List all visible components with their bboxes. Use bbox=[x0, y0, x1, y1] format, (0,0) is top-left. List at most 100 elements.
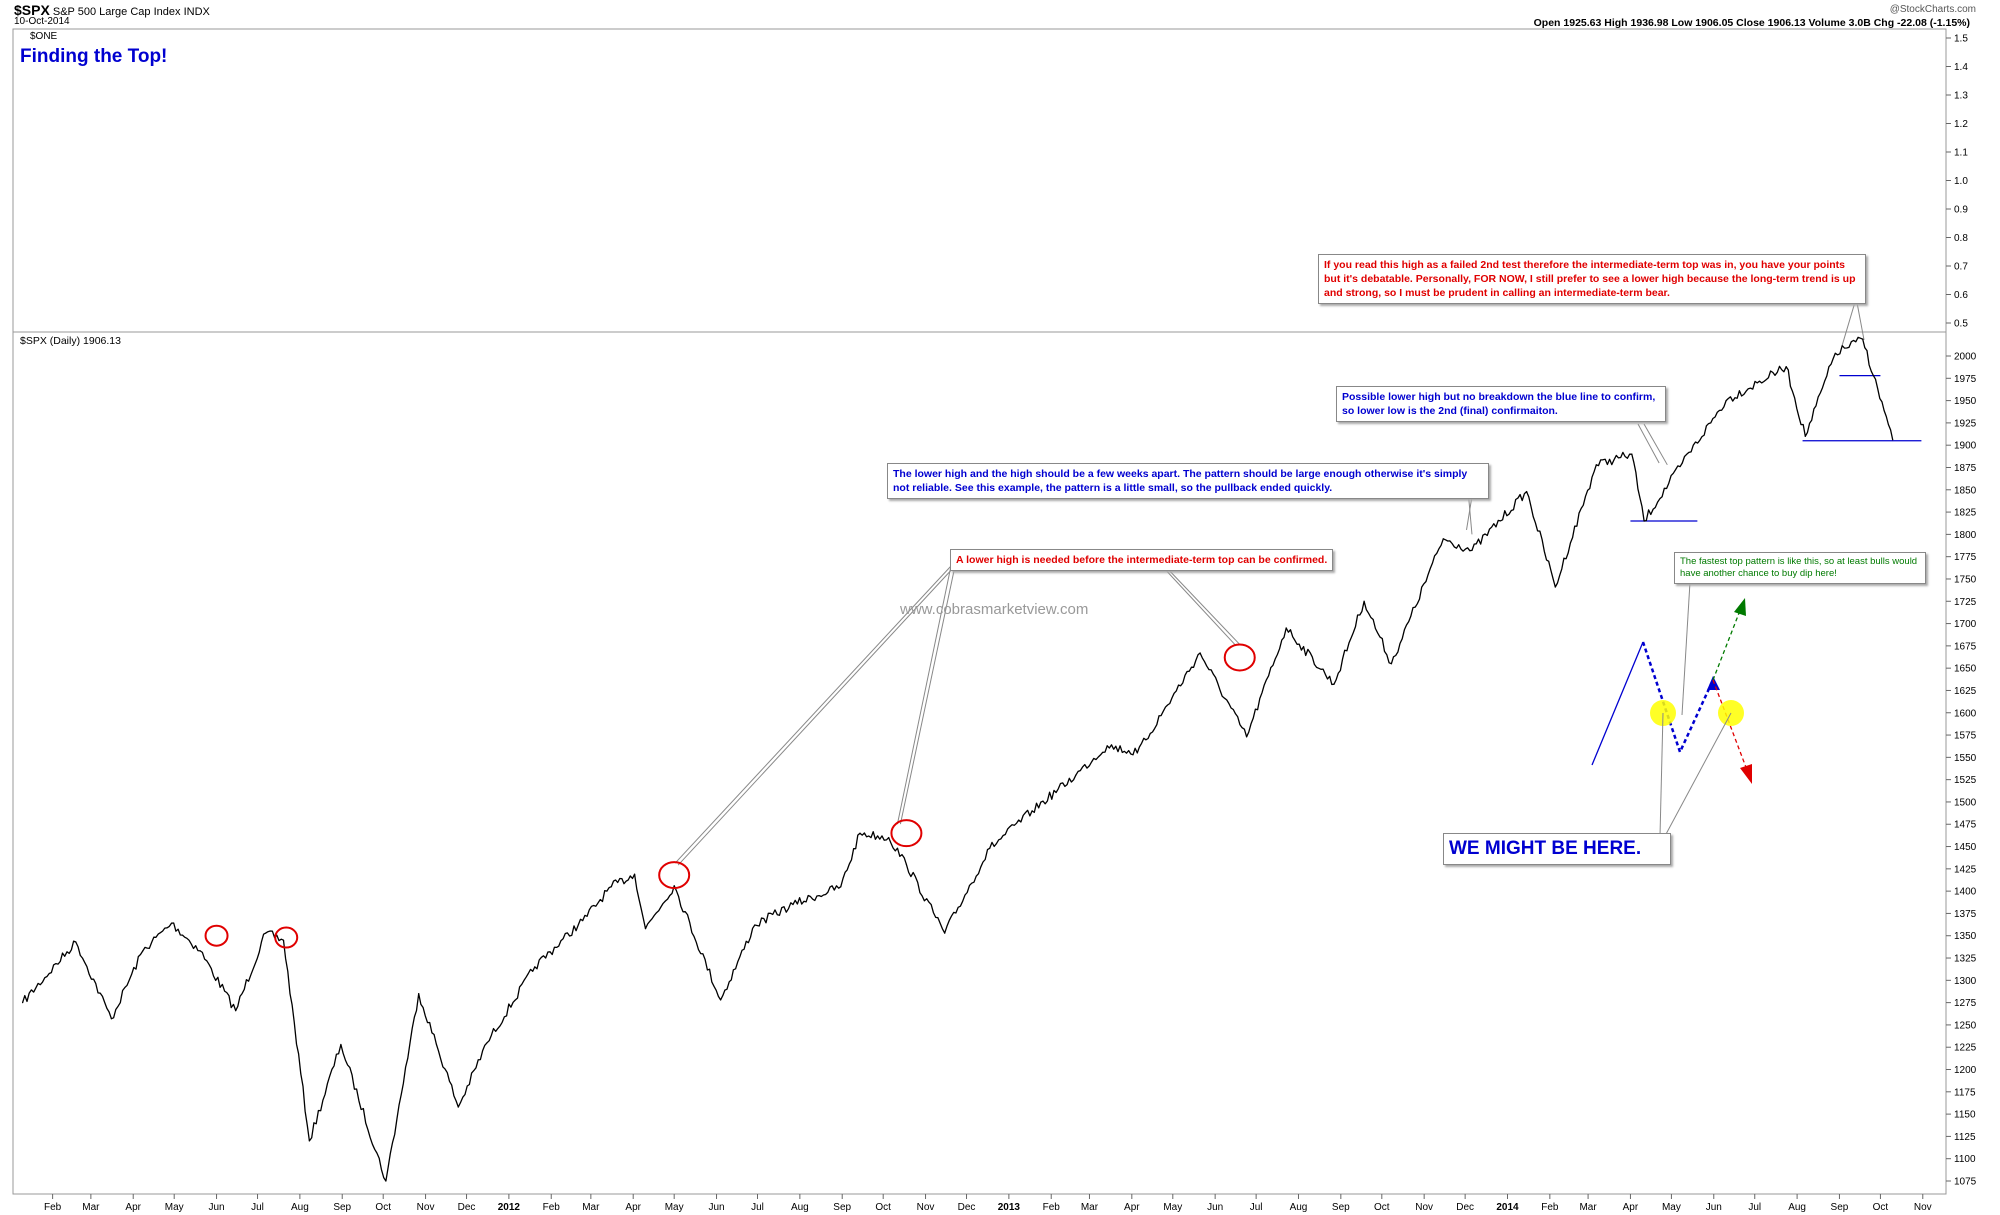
y-tick-label: 1700 bbox=[1954, 619, 1977, 630]
y-tick-label: 1225 bbox=[1954, 1043, 1977, 1054]
y-tick-label: 1475 bbox=[1954, 820, 1977, 831]
x-tick-label: 2014 bbox=[1496, 1202, 1519, 1213]
x-tick-label: Apr bbox=[1623, 1202, 1639, 1213]
price-point bbox=[634, 873, 636, 875]
top-y-tick-label: 1.3 bbox=[1954, 91, 1968, 102]
y-tick-label: 1525 bbox=[1954, 775, 1977, 786]
y-tick-label: 2000 bbox=[1954, 352, 1977, 363]
price-panel bbox=[12, 331, 1947, 1195]
y-tick-label: 1950 bbox=[1954, 396, 1977, 407]
x-tick-label: Apr bbox=[125, 1202, 141, 1213]
price-point bbox=[1199, 652, 1201, 654]
price-point bbox=[1785, 366, 1787, 368]
y-tick-label: 1125 bbox=[1954, 1132, 1976, 1143]
leader-line bbox=[1161, 565, 1237, 646]
top-y-tick-label: 1.2 bbox=[1954, 119, 1968, 130]
y-tick-label: 1875 bbox=[1954, 463, 1977, 474]
price-point bbox=[840, 886, 842, 888]
price-point bbox=[989, 847, 991, 849]
y-tick-label: 1550 bbox=[1954, 753, 1977, 764]
price-point bbox=[754, 924, 756, 926]
y-tick-label: 1675 bbox=[1954, 641, 1977, 652]
x-tick-label: Mar bbox=[1579, 1202, 1597, 1213]
x-tick-label: Nov bbox=[1914, 1202, 1932, 1213]
x-tick-label: Mar bbox=[82, 1202, 100, 1213]
leader-line bbox=[1643, 423, 1668, 466]
x-tick-label: Oct bbox=[875, 1202, 891, 1213]
price-point bbox=[199, 950, 201, 952]
price-point bbox=[340, 1043, 342, 1046]
sketch-rally-line bbox=[1591, 641, 1644, 766]
leader-line bbox=[1637, 423, 1660, 464]
x-tick-label: 2013 bbox=[998, 1202, 1021, 1213]
y-tick-label: 1750 bbox=[1954, 574, 1977, 585]
x-tick-label: Aug bbox=[791, 1202, 809, 1213]
price-point bbox=[1681, 462, 1683, 464]
leader-line bbox=[1164, 565, 1241, 645]
y-tick-label: 1400 bbox=[1954, 887, 1977, 898]
marker-circle bbox=[1223, 643, 1256, 672]
y-tick-label: 1425 bbox=[1954, 864, 1977, 875]
support-lines bbox=[1630, 374, 1922, 522]
price-point bbox=[1834, 352, 1836, 354]
x-tick-label: May bbox=[1163, 1202, 1182, 1213]
x-tick-label: Nov bbox=[1415, 1202, 1433, 1213]
scenario-sketch bbox=[1591, 581, 1752, 837]
price-point bbox=[1031, 810, 1033, 812]
symbol: $SPX bbox=[14, 2, 50, 18]
price-point bbox=[142, 950, 144, 952]
y-axis-ticks: 1075 1100 1125 1150 1175 1200 1225 1250 1275 1300… bbox=[1946, 352, 1977, 1188]
x-tick-label: Jun bbox=[1207, 1202, 1223, 1213]
x-tick-label: Mar bbox=[582, 1202, 600, 1213]
x-tick-label: Sep bbox=[1831, 1202, 1849, 1213]
top-y-tick-label: 0.5 bbox=[1954, 319, 1968, 330]
y-tick-label: 1350 bbox=[1954, 931, 1977, 942]
price-point bbox=[644, 928, 647, 930]
price-point bbox=[457, 1106, 459, 1108]
x-tick-label: Oct bbox=[375, 1202, 391, 1213]
price-point bbox=[235, 1010, 237, 1012]
y-tick-label: 1900 bbox=[1954, 441, 1977, 452]
price-point bbox=[75, 941, 77, 943]
price-point bbox=[1554, 586, 1556, 588]
y-tick-label: 1300 bbox=[1954, 976, 1977, 987]
ohlc-line: Open 1925.63 High 1936.98 Low 1906.05 Cl… bbox=[1533, 17, 1970, 29]
sketch-down-arrowhead bbox=[1740, 764, 1752, 784]
y-tick-label: 1975 bbox=[1954, 374, 1977, 385]
price-point bbox=[673, 885, 675, 887]
price-point bbox=[720, 999, 722, 1001]
symbol-header: $SPX S&P 500 Large Cap Index INDX bbox=[14, 2, 210, 18]
price-panel-label: $SPX (Daily) 1906.13 bbox=[20, 335, 121, 347]
page-title: Finding the Top! bbox=[20, 46, 168, 67]
x-tick-label: Jun bbox=[708, 1202, 724, 1213]
x-axis-ticks: Feb Mar Apr May Jun Jul Aug Sep Oct Nov Dec 2012 Feb… bbox=[44, 1194, 1932, 1213]
x-tick-label: Feb bbox=[44, 1202, 62, 1213]
price-point bbox=[1804, 435, 1806, 437]
symbol-name: S&P 500 Large Cap Index bbox=[52, 6, 181, 18]
x-tick-label: May bbox=[665, 1202, 684, 1213]
y-tick-label: 1375 bbox=[1954, 909, 1977, 920]
price-point bbox=[170, 922, 173, 924]
price-point bbox=[1106, 745, 1108, 747]
price-point bbox=[418, 993, 420, 995]
x-tick-label: Apr bbox=[625, 1202, 641, 1213]
price-point bbox=[385, 1180, 387, 1182]
x-tick-label: May bbox=[1662, 1202, 1681, 1213]
leader-here-1 bbox=[1659, 712, 1664, 837]
x-tick-label: Jun bbox=[208, 1202, 224, 1213]
leader-line bbox=[899, 565, 956, 825]
price-point bbox=[22, 1002, 24, 1004]
sketch-down-arrow bbox=[1712, 679, 1748, 771]
price-point bbox=[308, 1140, 310, 1142]
y-tick-label: 1275 bbox=[1954, 998, 1977, 1009]
y-tick-label: 1925 bbox=[1954, 418, 1977, 429]
callout-we-might-be-here: WE MIGHT BE HERE. bbox=[1443, 833, 1671, 865]
x-tick-label: May bbox=[165, 1202, 184, 1213]
y-tick-label: 1650 bbox=[1954, 664, 1977, 675]
callout-failed-test: If you read this high as a failed 2nd te… bbox=[1318, 254, 1866, 304]
y-tick-label: 1600 bbox=[1954, 708, 1977, 719]
top-y-tick-label: 0.7 bbox=[1954, 262, 1968, 273]
marker-circle bbox=[658, 861, 691, 890]
top-panel-y-ticks: 0.5 0.6 0.7 0.8 0.9 1.0 1.1 1.2 1.3 1.4 1.5 bbox=[1946, 34, 1968, 330]
price-point bbox=[1136, 752, 1138, 754]
